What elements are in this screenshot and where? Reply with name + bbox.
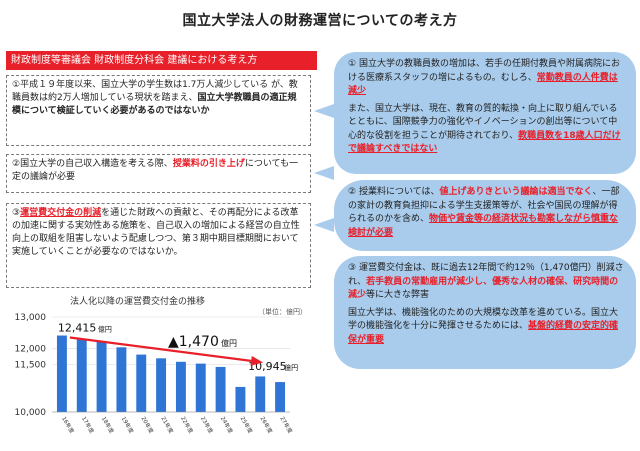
x-tick-label: 18年度 <box>100 415 116 435</box>
x-tick-label: 24年度 <box>219 415 235 435</box>
y-tick-label: 12,000 <box>15 345 47 355</box>
bubble-pointer-1 <box>314 104 334 118</box>
bar <box>96 341 107 412</box>
difference-label: ▲1,470 <box>168 334 219 350</box>
response-bubble-2: ② 授業料については、値上げありきという議論は適当でなく、一部の家計の教育負担抑… <box>334 180 636 251</box>
response-2-num: ② <box>348 187 357 197</box>
bar <box>156 358 167 412</box>
response-2-highlight-2: 物価や賃金等の経済状況も勘案しながら慎重な検討が必要 <box>348 214 619 238</box>
start-value-unit: 億円 <box>98 325 112 334</box>
start-value-label: 12,415 <box>58 322 97 335</box>
response-3-highlight-2: 基盤的経費の安定的確保が重要 <box>348 321 619 345</box>
bar <box>195 363 206 412</box>
x-tick-label: 16年度 <box>60 415 76 435</box>
x-tick-label: 22年度 <box>179 415 195 435</box>
left-point-3-highlight: 運営費交付金の削減 <box>20 208 102 218</box>
response-1-para-1: ① 国立大学の教職員数の増加は、若手の任期付教員や附属病院における医療系スタッフ… <box>348 58 626 99</box>
left-point-3: ③運営費交付金の削減を通じた財政への貢献と、その再配分による改革の加速に関する実… <box>6 203 311 288</box>
left-point-3-text: を通じた財政への貢献と、その再配分による改革の加速に関する実効性ある施策を、自己… <box>12 208 300 257</box>
x-tick-label: 23年度 <box>199 415 215 435</box>
chart-unit: （単位：億円） <box>258 308 307 316</box>
response-3-num: ③ <box>348 263 357 273</box>
left-point-2-text: ②国立大学の自己収入構造を考える際、 <box>12 159 173 169</box>
response-2-highlight: 値上げありきという議論は適当でなく <box>439 187 593 197</box>
left-point-2-highlight: 授業料の引き上げ <box>172 159 245 169</box>
bar <box>56 335 67 412</box>
response-1-highlight: 常勤教員の人件費は減少 <box>348 72 618 97</box>
x-tick-label: 26年度 <box>259 415 275 435</box>
y-tick-label: 13,000 <box>15 313 47 323</box>
left-point-3-num: ③ <box>12 208 21 218</box>
left-point-2-suffix: についても一定の議論が必要 <box>12 159 299 182</box>
response-3-text-3: 国立大学は、機能強化のための大規模な改革を進めている。国立大学の機能強化を十分に… <box>348 307 619 332</box>
end-value-unit: 億円 <box>284 363 298 372</box>
response-3-highlight: 若手教員の常勤雇用が減少し、優秀な人材の確保、研究時間の減少 <box>348 276 619 301</box>
response-bubble-1: ① 国立大学の教職員数の増加は、若手の任期付教員や附属病院における医療系スタッフ… <box>334 52 636 174</box>
response-3-para-2: 国立大学は、機能強化のための大規模な改革を進めている。国立大学の機能強化を十分に… <box>348 307 626 348</box>
budget-bar-chart: 13,000 12,000 11,500 10,000 16年度 17年度 18年度 19年度… <box>15 313 299 435</box>
trend-arrow-head <box>250 355 264 366</box>
bar <box>175 361 186 412</box>
response-1-num: ① <box>348 59 357 69</box>
x-tick-label: 19年度 <box>120 415 136 435</box>
y-tick-label: 11,500 <box>15 361 47 371</box>
bar <box>136 354 147 412</box>
response-2-text: 授業料については、 <box>358 187 440 197</box>
left-point-1-bold: 国立大学教職員の適正規模について検証していく必要があるのではないか <box>12 93 297 116</box>
chart-title: 法人化以降の運営費交付金の推移 <box>70 297 206 307</box>
x-tick-label: 27年度 <box>278 415 294 435</box>
bar <box>215 366 226 412</box>
x-tick-label: 17年度 <box>80 415 96 435</box>
bar <box>255 376 266 412</box>
response-3-text-2: 等に大きな弊害 <box>366 290 430 300</box>
page-title: 国立大学法人の財務運営についての考え方 <box>182 13 458 29</box>
response-1-text-2: また、国立大学は、現在、教育の質的転換・向上に取り組んでいるとともに、国際競争力… <box>348 103 618 141</box>
bubble-pointer-3 <box>314 218 334 232</box>
bar <box>116 347 127 412</box>
bar <box>76 338 87 412</box>
response-3-para-1: ③ 運営費交付金は、既に過去12年間で約12％（1,470億円）削減され、若手教… <box>348 262 626 303</box>
x-tick-label: 25年度 <box>239 415 255 435</box>
left-point-1: ①平成１９年度以来、国立大学の学生数は1.7万人減少している が、教職員数は約2… <box>6 75 311 146</box>
response-1-para-2: また、国立大学は、現在、教育の質的転換・向上に取り組んでいるとともに、国際競争力… <box>348 103 626 157</box>
x-tick-label: 20年度 <box>140 415 156 435</box>
bubble-pointer-2 <box>314 166 334 180</box>
bar <box>235 386 246 412</box>
difference-unit: 億円 <box>221 338 237 348</box>
response-1-text: 国立大学の教職員数の増加は、若手の任期付教員や附属病院における医療系スタッフの増… <box>348 59 620 83</box>
response-2-text-2: 、一部の家計の教育負担抑による学生支援策等が、社会や国民の理解が得られるのかを含… <box>348 187 620 224</box>
bar <box>275 382 286 412</box>
response-1-highlight-2: 教職員数を18歳人口だけで議論すべきではない <box>348 130 621 155</box>
trend-arrow-shaft <box>69 336 261 364</box>
left-point-1-text: ①平成１９年度以来、国立大学の学生数は1.7万人減少している が、教職員数は約2… <box>12 80 298 103</box>
x-tick-label: 21年度 <box>159 415 175 435</box>
left-point-2: ②国立大学の自己収入構造を考える際、授業料の引き上げについても一定の議論が必要 <box>6 154 311 193</box>
left-section-header: 財政制度等審議会 財政制度分科会 建議における考え方 <box>6 51 317 70</box>
y-tick-label: 10,000 <box>15 408 47 418</box>
response-3-text: 運営費交付金は、既に過去12年間で約12％（1,470億円）削減され、 <box>348 263 624 287</box>
response-bubble-3: ③ 運営費交付金は、既に過去12年間で約12％（1,470億円）削減され、若手教… <box>334 256 636 369</box>
